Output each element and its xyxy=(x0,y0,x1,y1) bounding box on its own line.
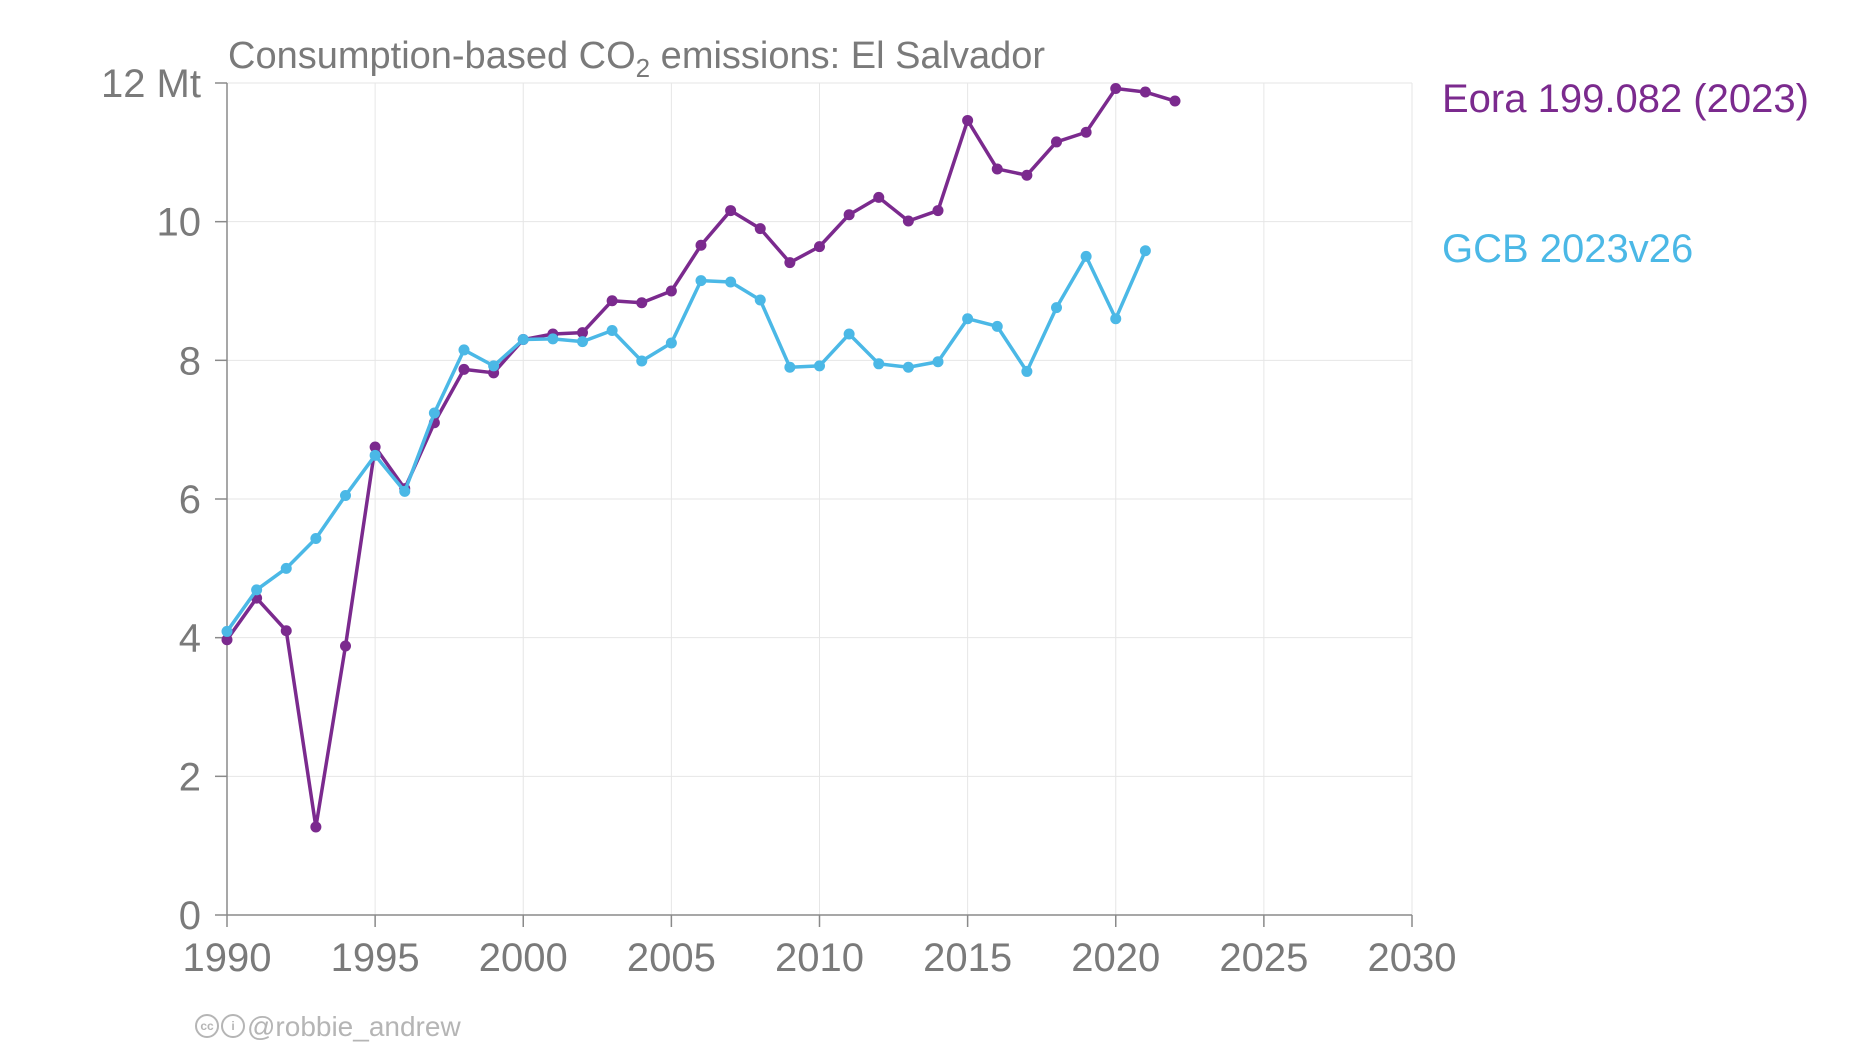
series-1-point xyxy=(547,333,559,345)
svg-text:i: i xyxy=(231,1019,234,1033)
series-0-point xyxy=(843,209,855,221)
x-tick-label: 1995 xyxy=(331,936,420,980)
series-1-point xyxy=(636,355,648,367)
x-tick-label: 1990 xyxy=(183,936,272,980)
series-1-point xyxy=(932,356,944,368)
series-1-point xyxy=(221,625,233,637)
series-1-point xyxy=(784,361,796,373)
series-0-point xyxy=(902,215,914,227)
chart-title-rest: emissions: El Salvador xyxy=(650,35,1045,77)
y-tick-label: 4 xyxy=(179,617,201,661)
series-0-point xyxy=(606,295,618,307)
svg-text:cc: cc xyxy=(200,1019,214,1033)
series-0-point xyxy=(725,205,737,217)
series-1-point xyxy=(1021,365,1033,377)
series-1-point xyxy=(843,328,855,340)
series-1-point xyxy=(340,490,351,502)
series-1-point xyxy=(488,360,500,372)
series-line-0 xyxy=(225,86,1176,829)
series-1-point xyxy=(725,276,737,288)
series-1-point xyxy=(280,562,292,574)
series-0-point xyxy=(1139,86,1151,98)
series-1-point xyxy=(695,275,707,287)
series-line-1 xyxy=(225,250,1147,633)
creative-commons-icon: cc xyxy=(195,1014,219,1038)
series-1-point xyxy=(814,360,825,372)
series-0-point xyxy=(1051,136,1062,148)
series-1-point xyxy=(962,313,974,325)
series-1-point xyxy=(1080,250,1092,262)
series-0-point xyxy=(784,257,796,269)
y-tick-label: 8 xyxy=(179,339,201,383)
series-0-point xyxy=(577,327,588,339)
series-0-point xyxy=(636,297,648,309)
chart-title: Consumption-based CO2 emissions: El Salv… xyxy=(228,35,1045,83)
series-0-point xyxy=(221,634,233,646)
series-1-point xyxy=(902,361,914,373)
x-tick-label: 2005 xyxy=(627,936,716,980)
series-1-point xyxy=(991,320,1003,332)
series-0-point xyxy=(962,114,974,126)
y-tick-label: 12 Mt xyxy=(101,62,201,106)
series-1-point xyxy=(458,344,470,356)
series-0-point xyxy=(369,441,381,453)
series-0-point xyxy=(1169,95,1181,107)
series-0-point xyxy=(340,640,351,652)
series-1-point xyxy=(606,325,618,337)
axes: 0 2 4 6 8 10 12 Mt 1990 1995 2000 2005 2010 2015 2020… xyxy=(101,62,1457,980)
series-0-point xyxy=(458,363,470,375)
series-1-point xyxy=(577,336,588,348)
series-1-point xyxy=(517,334,529,346)
series-1-point xyxy=(399,485,411,497)
chart-title-subscript: 2 xyxy=(636,53,650,83)
series-0-point xyxy=(814,241,825,253)
x-tick-label: 2025 xyxy=(1219,936,1308,980)
series-0-point xyxy=(932,205,944,217)
y-tick-label: 6 xyxy=(179,478,201,522)
series-0-point xyxy=(1110,83,1122,95)
series-1-point xyxy=(873,358,885,370)
x-tick-label: 2030 xyxy=(1368,936,1457,980)
credit-text: @robbie_andrew xyxy=(247,1011,461,1042)
chart-title-main: Consumption-based CO xyxy=(228,35,636,77)
series-1-point xyxy=(754,294,766,306)
series-0-point xyxy=(280,625,292,637)
series-label-eora: Eora 199.082 (2023) xyxy=(1442,77,1809,121)
x-tick-label: 2010 xyxy=(775,936,864,980)
series-1-point xyxy=(310,533,322,545)
series-0-point xyxy=(665,285,677,297)
series-layer xyxy=(221,83,1181,833)
y-tick-label: 2 xyxy=(179,755,201,799)
x-tick-label: 2015 xyxy=(923,936,1012,980)
series-0-point xyxy=(873,191,885,203)
series-1-point xyxy=(1051,302,1062,314)
series-1-point xyxy=(1110,313,1122,325)
y-tick-label: 10 xyxy=(157,201,202,245)
series-1-point xyxy=(1139,245,1151,257)
series-0-point xyxy=(695,239,707,251)
series-0-point xyxy=(1080,126,1092,138)
series-1-point xyxy=(665,337,677,349)
grid xyxy=(226,82,1413,916)
series-0-point xyxy=(991,163,1003,175)
series-0-point xyxy=(754,223,766,235)
y-tick-label: 0 xyxy=(179,894,201,938)
series-0-point xyxy=(310,821,322,833)
x-tick-label: 2020 xyxy=(1071,936,1160,980)
series-1-point xyxy=(251,584,263,596)
x-tick-label: 2000 xyxy=(479,936,568,980)
series-1-point xyxy=(369,449,381,461)
series-1-point xyxy=(428,407,440,419)
series-label-gcb: GCB 2023v26 xyxy=(1442,227,1693,271)
series-0-point xyxy=(1021,169,1033,181)
attribution-icon: i xyxy=(221,1014,245,1038)
